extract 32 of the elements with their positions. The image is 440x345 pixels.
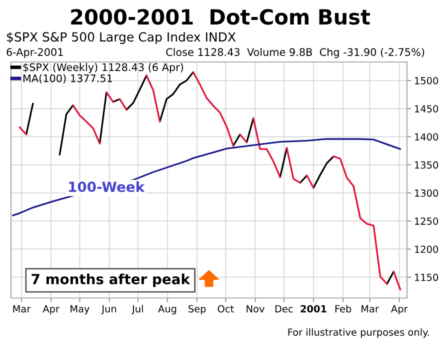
x-tick-label: Mar [362,305,379,312]
legend-label: $SPX (Weekly) 1128.43 (6 Apr) [23,63,184,74]
annotation: 100-Week [69,181,145,192]
y-tick-label: 1400 [415,133,438,141]
text: For illustrative purposes only. [288,328,429,338]
x-tick-label: Dec [275,305,293,312]
x-tick-label: Nov [246,305,264,312]
y-tick-label: 1300 [415,189,438,197]
text: 6-Apr-2001 [6,48,63,58]
x-tick-label: Aug [158,305,176,314]
y-tick-label: 1450 [415,105,438,112]
x-tick-label: 2001 [300,305,326,312]
legend-label: MA(100) 1377.51 [23,74,112,84]
x-tick-label: Mar [13,305,31,312]
y-tick-label: 1150 [415,274,438,282]
x-tick-label: Feb [335,304,352,312]
annotation: 7 months after peak [32,274,190,288]
x-tick-label: Apr [42,305,60,314]
y-tick-label: 1500 [415,77,438,84]
x-tick-label: Jul [132,304,143,314]
text: Close 1128.43 Volume 9.8B Chg -31.90 (-2.75%) [166,48,424,58]
x-tick-label: Jun [101,305,116,314]
x-tick-label: May [70,305,90,314]
text: $SPX S&P 500 Large Cap Index INDX [7,32,236,44]
chart-title: 2000-2001 Dot-Com Bust [71,8,370,25]
x-tick-label: Apr [391,305,408,314]
y-tick-label: 1200 [415,246,438,253]
y-tick-label: 1350 [415,161,438,169]
line-series [12,138,402,216]
y-tick-label: 1250 [415,217,438,225]
x-tick-label: Sep [188,305,206,314]
x-tick-label: Oct [218,305,234,312]
